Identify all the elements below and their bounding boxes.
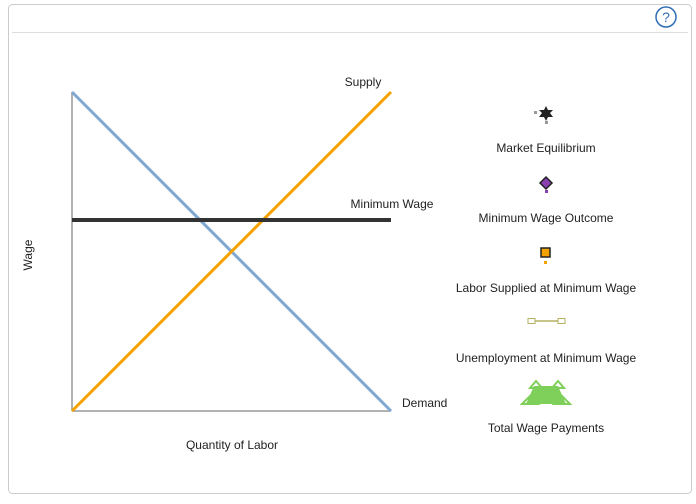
minimum-wage-outcome-icon[interactable] bbox=[538, 175, 554, 193]
demand-label: Demand bbox=[402, 396, 447, 410]
area[interactable] bbox=[526, 386, 566, 404]
help-circle[interactable] bbox=[655, 6, 677, 28]
diamond[interactable] bbox=[538, 175, 554, 191]
dot[interactable] bbox=[544, 261, 547, 264]
star[interactable] bbox=[539, 106, 553, 121]
legend-label: Minimum Wage Outcome bbox=[479, 211, 614, 225]
help-text[interactable]: ? bbox=[662, 9, 670, 25]
help-button[interactable]: ? bbox=[655, 6, 677, 28]
frame bbox=[8, 4, 692, 494]
total-wage-icon[interactable] bbox=[519, 379, 573, 405]
unemployment-icon[interactable] bbox=[527, 318, 566, 324]
labor-supplied-icon[interactable] bbox=[540, 247, 551, 264]
corner[interactable] bbox=[549, 379, 567, 389]
legend-label: Unemployment at Minimum Wage bbox=[456, 351, 637, 365]
supply-label: Supply bbox=[345, 75, 382, 89]
x-axis-label: Quantity of Labor bbox=[186, 438, 278, 452]
dot[interactable] bbox=[545, 190, 548, 193]
corner[interactable] bbox=[551, 394, 573, 405]
legend-label: Market Equilibrium bbox=[496, 141, 595, 155]
legend-label: Labor Supplied at Minimum Wage bbox=[456, 281, 637, 295]
dot[interactable] bbox=[534, 111, 537, 114]
supply-curve[interactable] bbox=[70, 90, 393, 413]
corner[interactable] bbox=[527, 379, 545, 389]
end[interactable] bbox=[527, 318, 536, 324]
end[interactable] bbox=[557, 318, 566, 324]
y-axis-label: Wage bbox=[21, 239, 35, 270]
square[interactable] bbox=[540, 247, 551, 258]
legend-label: Total Wage Payments bbox=[488, 421, 604, 435]
equilibrium-icon[interactable] bbox=[534, 106, 553, 124]
minimum-wage-label: Minimum Wage bbox=[351, 197, 434, 211]
corner[interactable] bbox=[519, 394, 541, 405]
dot[interactable] bbox=[545, 121, 548, 124]
